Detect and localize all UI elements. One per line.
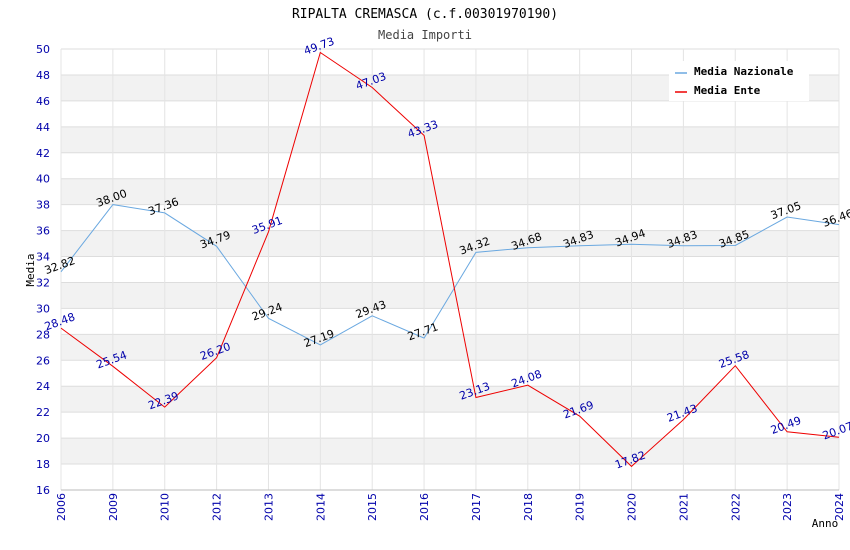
y-tick-label: 28 <box>36 328 50 341</box>
y-tick-label: 18 <box>36 458 50 471</box>
series-lines <box>60 51 840 468</box>
grid-band <box>61 178 839 205</box>
x-tick-label: 2006 <box>55 493 68 521</box>
y-tick-label: 26 <box>36 354 50 367</box>
data-label-ente: 20.49 <box>769 414 803 437</box>
legend: Media Nazionale Media Ente <box>669 61 809 101</box>
y-tick-label: 22 <box>36 406 50 419</box>
data-label-nazionale: 36.46 <box>821 207 850 230</box>
x-tick-label: 2016 <box>418 493 431 521</box>
series-line-media-ente <box>60 51 840 468</box>
y-tick-label: 46 <box>36 95 50 108</box>
chart-subtitle: Media Importi <box>378 28 472 42</box>
y-tick-label: 48 <box>36 69 50 82</box>
y-tick-label: 50 <box>36 43 50 56</box>
grid-bands <box>61 74 839 465</box>
legend-label-ente: Media Ente <box>694 84 761 97</box>
x-tick-label: 2019 <box>574 493 587 521</box>
legend-label-nazionale: Media Nazionale <box>694 65 794 78</box>
grid-lines <box>60 48 840 491</box>
y-tick-label: 20 <box>36 432 50 445</box>
x-tick-label: 2014 <box>314 493 327 521</box>
x-axis-label: Anno <box>812 517 839 530</box>
y-axis-label: Media <box>24 253 37 286</box>
x-tick-label: 2024 <box>833 493 846 521</box>
y-axis-ticks: 16 18 20 22 24 26 28 30 32 34 36 38 40 42 44 46 48 50 <box>36 43 50 497</box>
y-tick-label: 36 <box>36 225 50 238</box>
x-tick-label: 2021 <box>677 493 690 521</box>
data-label-ente: 49.73 <box>302 35 336 58</box>
y-tick-label: 32 <box>36 276 50 289</box>
x-tick-label: 2017 <box>470 493 483 521</box>
x-tick-label: 2013 <box>262 493 275 521</box>
legend-box <box>669 61 809 101</box>
x-tick-label: 2015 <box>366 493 379 521</box>
x-tick-label: 2022 <box>729 493 742 521</box>
x-tick-label: 2010 <box>159 493 172 521</box>
grid-band <box>61 230 839 257</box>
x-tick-label: 2018 <box>522 493 535 521</box>
grid-band <box>61 126 839 153</box>
x-tick-label: 2020 <box>626 493 639 521</box>
x-tick-label: 2023 <box>781 493 794 521</box>
y-tick-label: 40 <box>36 173 50 186</box>
y-tick-label: 24 <box>36 380 50 393</box>
grid-band <box>61 438 839 465</box>
x-tick-label: 2009 <box>107 493 120 521</box>
y-tick-label: 16 <box>36 484 50 497</box>
y-tick-label: 30 <box>36 302 50 315</box>
series-line-media-nazionale <box>60 204 840 346</box>
chart-title: RIPALTA CREMASCA (c.f.00301970190) <box>292 7 558 22</box>
x-axis-ticks: 2006 2009 2010 2012 2013 2014 2015 2016 2017 2018… <box>55 493 846 521</box>
y-tick-label: 38 <box>36 199 50 212</box>
y-tick-label: 44 <box>36 121 50 134</box>
grid-band <box>61 386 839 413</box>
grid-band <box>61 334 839 361</box>
y-tick-label: 34 <box>36 251 50 264</box>
y-tick-label: 42 <box>36 147 50 160</box>
x-tick-label: 2012 <box>211 493 224 521</box>
